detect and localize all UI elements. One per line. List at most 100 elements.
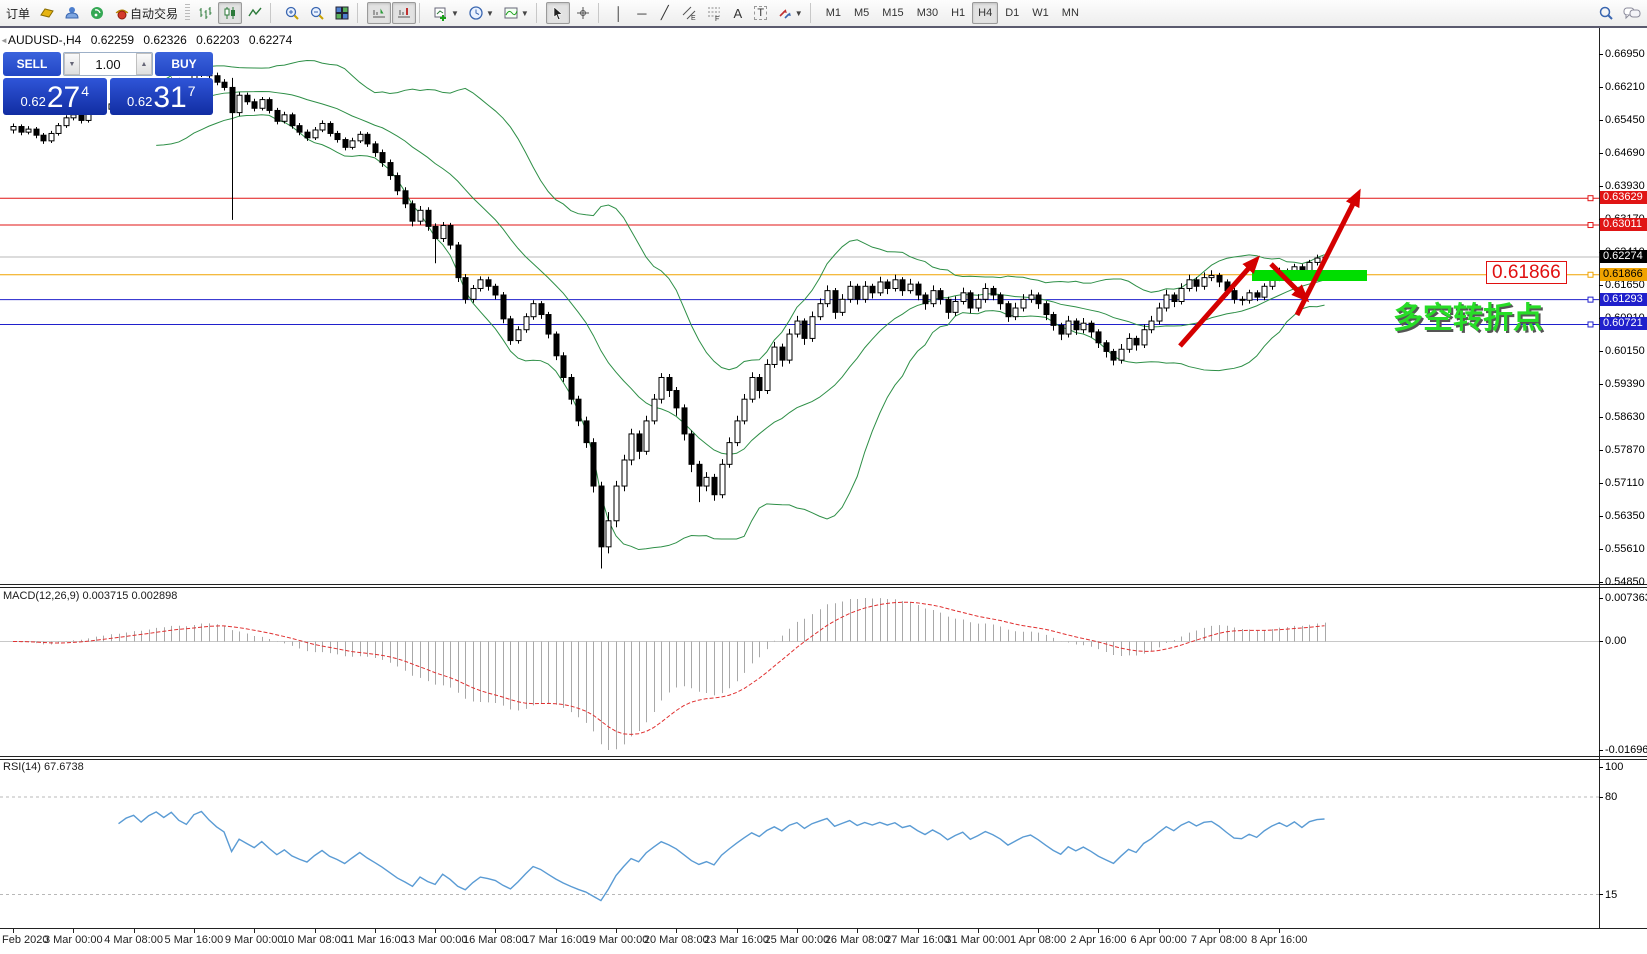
macd-tick-mark (1599, 749, 1603, 751)
buy-price-button[interactable]: 0.62 31 7 (109, 78, 213, 115)
chat-icon[interactable] (1619, 2, 1645, 24)
cursor-button[interactable] (545, 2, 570, 24)
trendline-button[interactable]: ╱ (660, 5, 669, 20)
horizontal-line-button[interactable]: ─ (637, 5, 647, 21)
vertical-line-button[interactable]: │ (614, 5, 623, 21)
timeframe-H1[interactable]: H1 (951, 7, 966, 19)
price-tick: 0.63930 (1605, 180, 1645, 192)
main-chart-canvas[interactable] (0, 28, 1600, 584)
price-level-badge: 0.62274 (1600, 250, 1647, 264)
timeframe-M30[interactable]: M30 (916, 7, 939, 19)
text-label-button[interactable]: T (750, 2, 772, 24)
timeframe-M5[interactable]: M5 (854, 7, 870, 19)
timeframe-D1[interactable]: D1 (1005, 7, 1020, 19)
date-label: 20 Mar 08:00 (643, 934, 709, 946)
macd-tick-mark (1599, 597, 1603, 599)
price-tick: 0.65450 (1605, 114, 1645, 126)
bar-chart-button[interactable] (193, 2, 217, 24)
date-tick-mark (435, 928, 437, 933)
date-label: 1 Apr 08:00 (1009, 934, 1067, 946)
date-label: 7 Apr 08:00 (1190, 934, 1248, 946)
price-level-badge: 0.63629 (1600, 191, 1647, 205)
timeframe-M1[interactable]: M1 (825, 7, 841, 19)
price-tick: 0.64690 (1605, 147, 1645, 159)
timeframe-M15[interactable]: M15 (882, 7, 904, 19)
sell-price-button[interactable]: 0.62 27 4 (3, 78, 107, 115)
price-tick-mark (1599, 581, 1603, 583)
chart-shift-button[interactable] (392, 2, 417, 24)
search-icon[interactable] (1594, 2, 1618, 24)
date-label: 19 Mar 00:00 (583, 934, 649, 946)
toolbar-separator (185, 4, 191, 22)
sell-button[interactable]: SELL (3, 52, 61, 76)
date-tick-mark (1038, 928, 1040, 933)
buy-button[interactable]: BUY (155, 52, 213, 76)
toolbar-separator (809, 3, 817, 23)
equidistant-channel-button[interactable]: E (677, 2, 701, 24)
date-label: 9 Mar 00:00 (224, 934, 284, 946)
zoom-in-button[interactable] (280, 2, 304, 24)
fibonacci-button[interactable]: F (702, 2, 726, 24)
date-label: 16 Mar 08:00 (462, 934, 528, 946)
chart-title: AUDUSD-,H4 0.62259 0.62326 0.62203 0.622… (8, 33, 298, 47)
rsi-axis-label: 80 (1605, 791, 1618, 803)
auto-scroll-button[interactable] (367, 2, 392, 24)
date-tick-mark (857, 928, 859, 933)
profiles-button[interactable]: ▼ (464, 2, 498, 24)
signal-icon[interactable] (85, 2, 109, 24)
candles (10, 58, 1329, 569)
rsi-canvas[interactable] (0, 760, 1600, 928)
rsi-axis-label: 100 (1605, 761, 1624, 773)
community-icon[interactable] (60, 2, 84, 24)
macd-canvas[interactable] (0, 588, 1600, 756)
new-order-button[interactable]: 订单 (2, 2, 34, 24)
volume-decrease-button[interactable]: ▼ (64, 53, 80, 75)
date-tick-mark (1098, 928, 1100, 933)
horizontal-level-lines (0, 195, 1599, 328)
zoom-out-button[interactable] (305, 2, 329, 24)
timeframe-H4[interactable]: H4 (972, 2, 999, 24)
text-button[interactable]: A (733, 5, 743, 21)
svg-text:F: F (715, 16, 719, 21)
date-tick-mark (254, 928, 256, 933)
sell-price-prefix: 0.62 (20, 94, 46, 109)
autotrading-button[interactable]: 自动交易 (110, 2, 182, 24)
arrows-button[interactable]: ▼ (773, 2, 807, 24)
pane-separator[interactable] (0, 756, 1647, 760)
chevron-down-icon: ▼ (485, 8, 494, 18)
volume-increase-button[interactable]: ▲ (136, 53, 152, 75)
price-level-badge: 0.61293 (1600, 292, 1647, 306)
candlestick-chart-button[interactable] (218, 2, 243, 24)
timeframe-W1[interactable]: W1 (1032, 7, 1049, 19)
gold-bar-icon[interactable] (35, 2, 59, 24)
chevron-down-icon: ▼ (451, 8, 459, 18)
toolbar-separator (535, 3, 543, 23)
date-tick-mark (193, 928, 195, 933)
crosshair-button[interactable] (571, 2, 595, 24)
pivot-annotation-label[interactable]: 多空转折点 (1393, 302, 1543, 335)
new-chart-button[interactable]: ▼ (429, 2, 463, 24)
panel-collapse-icon[interactable]: ◄ (0, 36, 8, 45)
date-label: 6 Apr 00:00 (1130, 934, 1187, 946)
date-tick-mark (676, 928, 678, 933)
tile-windows-button[interactable] (330, 2, 354, 24)
date-label: 11 Mar 16:00 (342, 934, 407, 946)
price-level-badge: 0.60721 (1600, 317, 1647, 331)
new-order-label: 订单 (6, 6, 31, 21)
low-value: 0.62203 (196, 33, 240, 47)
price-tick: 0.55610 (1605, 543, 1645, 555)
volume-input[interactable] (80, 53, 136, 75)
macd-label: MACD(12,26,9) 0.003715 0.002898 (3, 590, 178, 602)
toolbar-separator (419, 3, 426, 23)
macd-axis-min: -0.01696 (1605, 744, 1647, 756)
price-tick: 0.61650 (1605, 279, 1645, 291)
line-chart-button[interactable] (243, 2, 267, 24)
pane-separator[interactable] (0, 584, 1647, 588)
drawn-annotations (1178, 188, 1367, 348)
price-annotation-label[interactable]: 0.61866 (1486, 261, 1567, 284)
high-value: 0.62326 (143, 33, 187, 47)
timeframe-MN[interactable]: MN (1061, 7, 1079, 19)
price-tick-mark (1599, 284, 1603, 286)
indicators-button[interactable]: ▼ (499, 2, 533, 24)
